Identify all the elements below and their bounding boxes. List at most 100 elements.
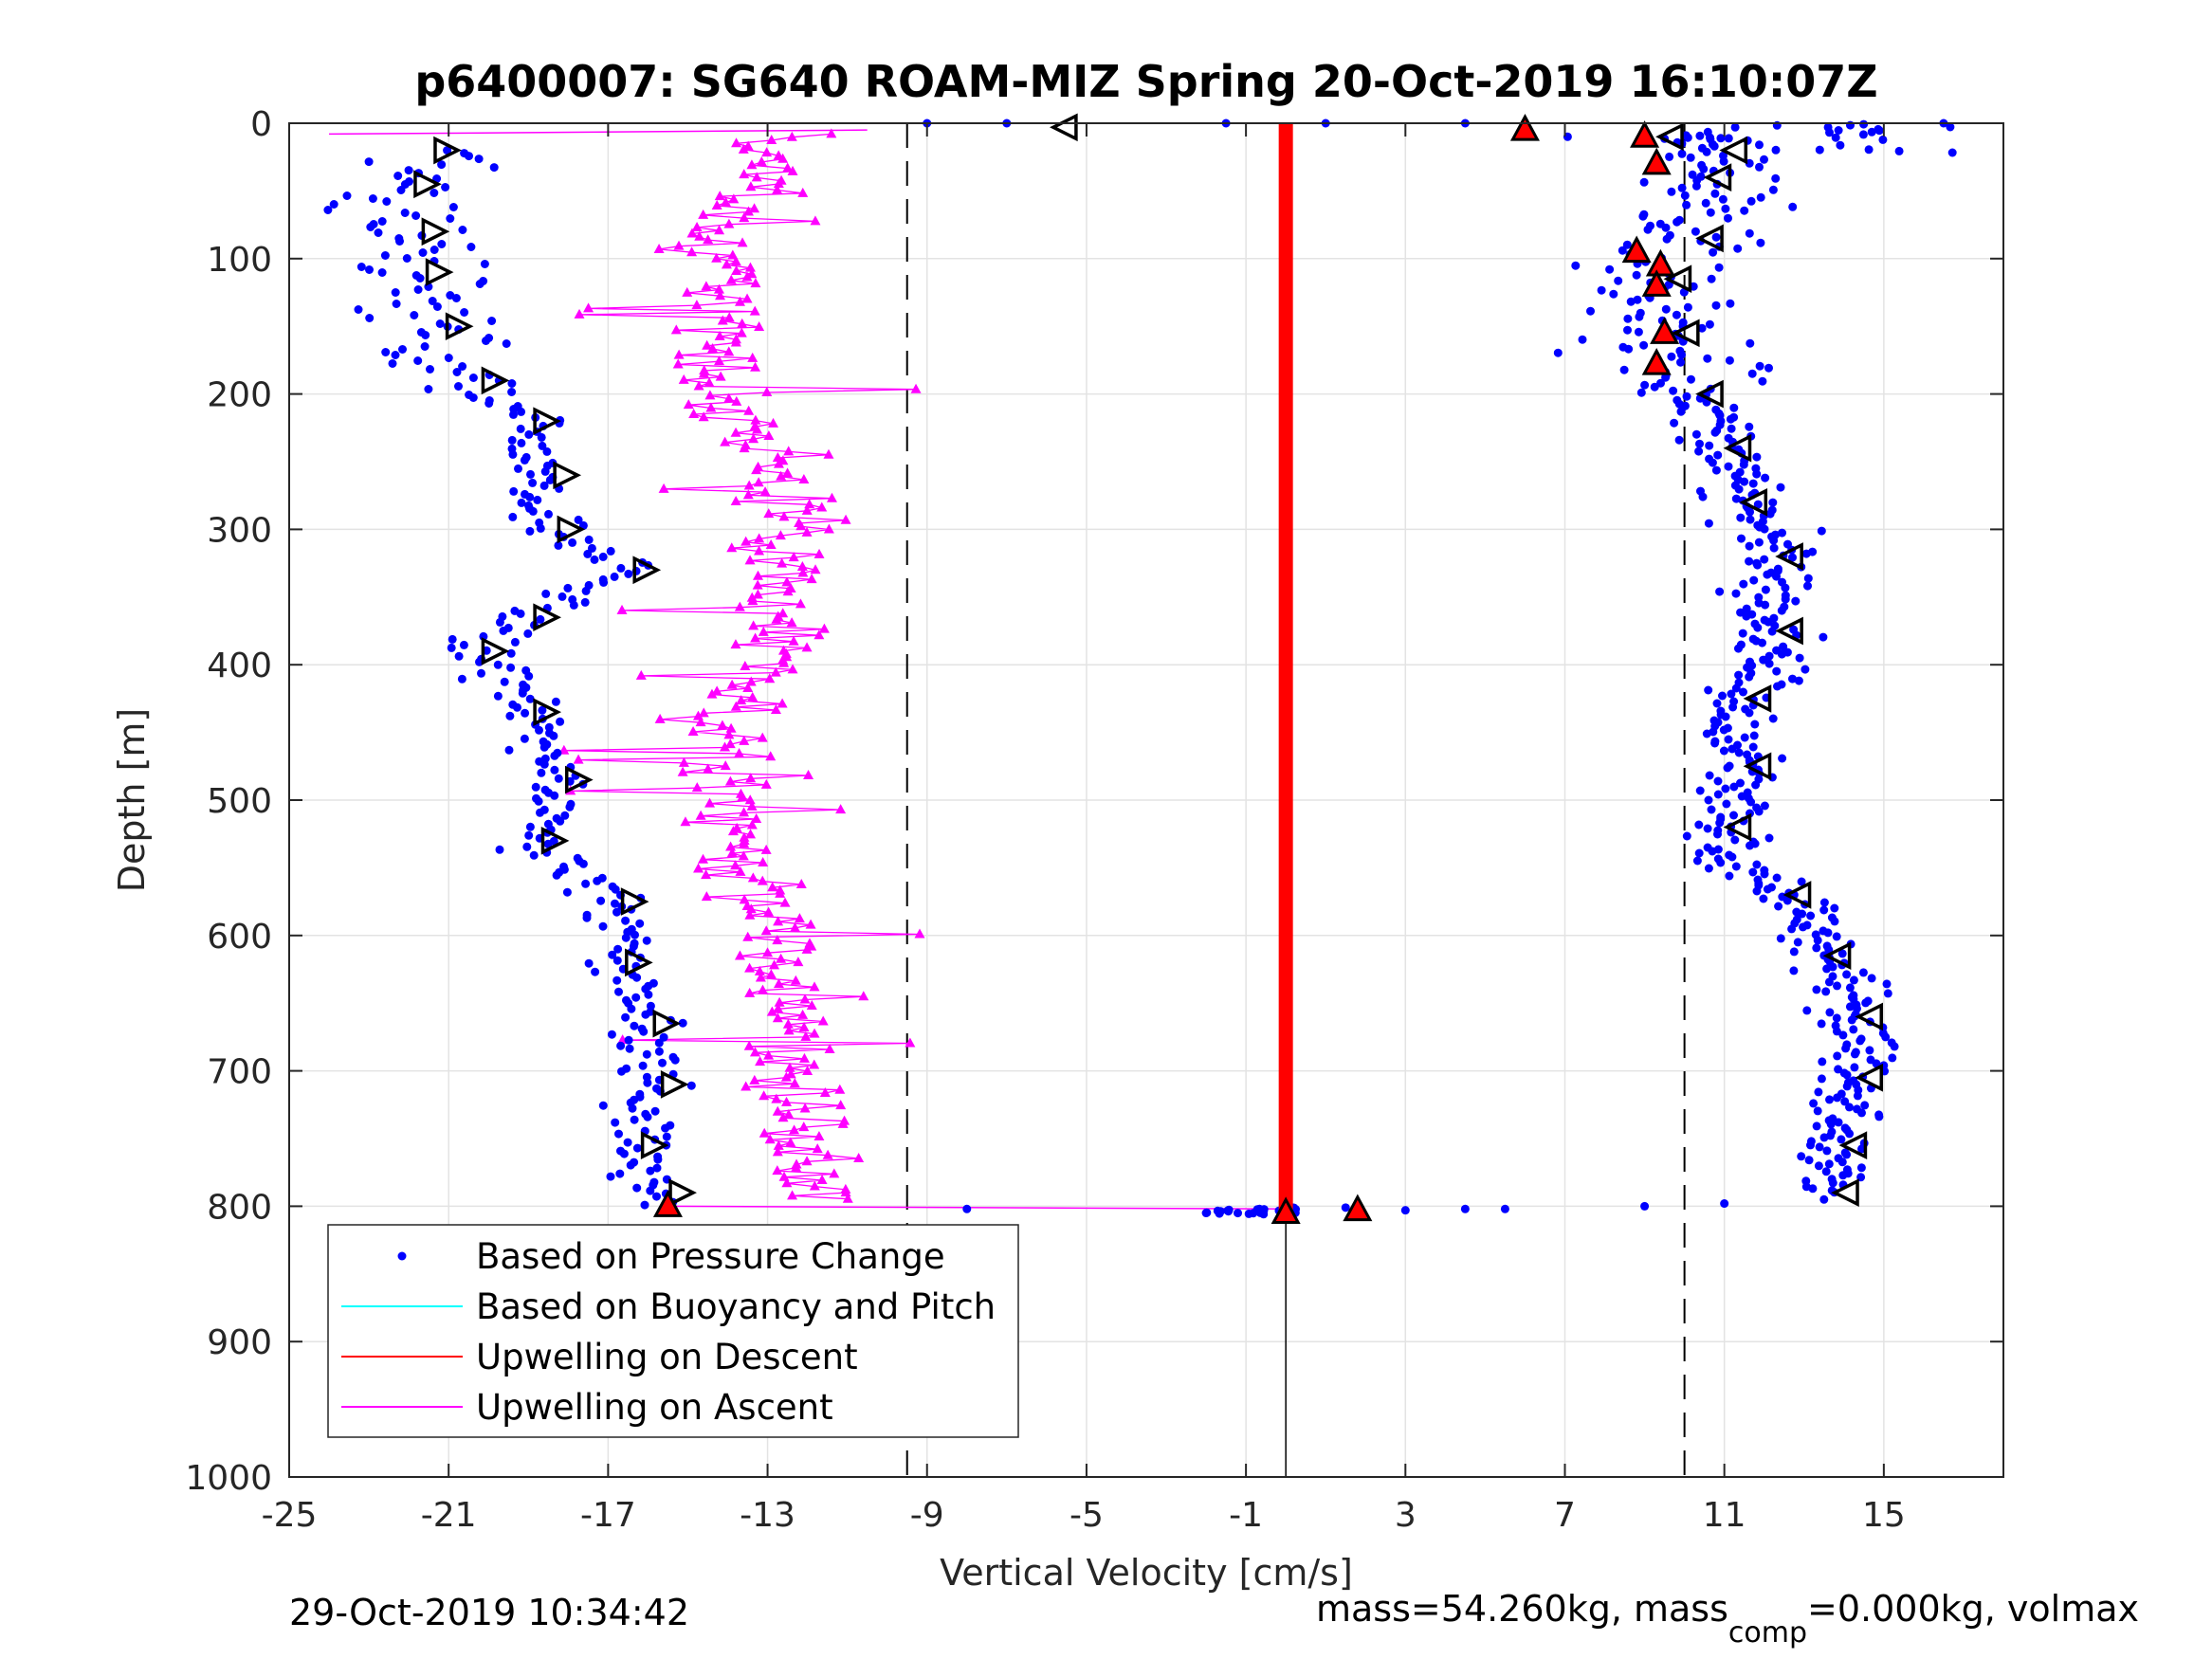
pressure-descent-point	[549, 731, 558, 740]
pressure-ascent-point	[1826, 1120, 1836, 1129]
ascent-point	[781, 1177, 793, 1188]
pressure-descent-point	[495, 617, 504, 627]
pressure-ascent-point	[1650, 382, 1659, 392]
pressure-descent-point	[448, 203, 458, 211]
pressure-descent-point	[562, 887, 572, 897]
pressure-descent-point	[626, 1160, 635, 1170]
pressure-ascent-point	[1773, 682, 1782, 691]
ascent-point	[775, 530, 786, 540]
pressure-ascent-point	[1768, 185, 1778, 194]
ascent-point	[763, 508, 775, 519]
y-tick-label: 400	[207, 647, 272, 685]
pressure-ascent-point	[1793, 938, 1802, 947]
pressure-ascent-point	[1713, 450, 1723, 460]
ascent-point	[785, 1137, 796, 1147]
pressure-descent-point	[678, 1018, 687, 1028]
surface-direction-marker	[1049, 113, 1078, 142]
pressure-ascent-point	[1787, 924, 1797, 934]
ascent-point	[772, 1012, 783, 1023]
ascent-point	[799, 1103, 811, 1113]
pressure-ascent-point	[1694, 848, 1704, 858]
pressure-descent-point	[468, 393, 478, 402]
pressure-ascent-point	[1739, 687, 1747, 697]
pressure-descent-point	[643, 1078, 652, 1087]
ascent-point	[771, 1093, 782, 1103]
pressure-descent-point	[686, 1081, 696, 1090]
ascent-point	[765, 969, 777, 979]
pressure-ascent-point	[1753, 623, 1763, 632]
pressure-descent-point	[505, 711, 515, 720]
pressure-ascent-point	[1772, 873, 1782, 883]
ascent-point	[767, 882, 778, 892]
ascent-direction-marker	[1695, 379, 1724, 409]
pressure-ascent-point	[1803, 581, 1812, 591]
descent-direction-marker	[564, 765, 594, 794]
pressure-ascent-point	[1845, 1002, 1855, 1012]
ascent-point	[840, 1187, 851, 1197]
pressure-descent-point	[529, 850, 539, 860]
pressure-descent-point	[608, 950, 617, 959]
pressure-ascent-point	[1845, 983, 1855, 993]
pressure-ascent-point	[1708, 847, 1717, 856]
ascent-point	[701, 891, 712, 902]
pressure-ascent-point	[1781, 583, 1790, 592]
pressure-descent-point	[517, 438, 526, 447]
pressure-descent-point	[554, 540, 563, 550]
ascent-point	[744, 555, 756, 565]
ascent-point	[775, 887, 786, 898]
x-tick-label: -25	[262, 1496, 318, 1535]
ascent-point	[744, 909, 756, 920]
pressure-ascent-point	[1867, 974, 1876, 983]
pressure-descent-point	[591, 967, 600, 976]
y-tick-label: 700	[207, 1053, 272, 1092]
pressure-descent-point	[610, 572, 619, 581]
pressure-ascent-point	[1701, 198, 1710, 208]
pressure-descent-point	[556, 816, 565, 826]
x-tick-label: 11	[1703, 1496, 1746, 1535]
pressure-ascent-point	[1676, 357, 1685, 367]
descent-direction-marker	[625, 948, 653, 977]
pressure-descent-point	[460, 308, 469, 317]
ascent-point	[789, 921, 800, 932]
pressure-descent-point	[583, 549, 593, 558]
pressure-ascent-point	[1714, 263, 1724, 272]
ascent-point	[754, 545, 765, 556]
descent-direction-marker	[652, 1009, 682, 1038]
pressure-descent-point	[441, 183, 450, 191]
pressure-descent-point	[535, 725, 543, 735]
ascent-point	[743, 480, 755, 490]
pressure-descent-point	[374, 228, 383, 237]
pressure-ascent-point	[1623, 314, 1633, 323]
pressure-ascent-point	[1752, 886, 1762, 896]
ascent-point	[759, 1127, 770, 1138]
ascent-point	[755, 972, 766, 982]
ascent-point	[749, 203, 760, 213]
pressure-descent-point	[540, 466, 550, 476]
ascent-point	[677, 766, 688, 776]
ascent-point	[770, 704, 781, 715]
pressure-ascent-point	[1691, 181, 1701, 191]
ascent-point	[779, 897, 791, 907]
ascent-point	[711, 252, 722, 263]
pressure-descent-point	[632, 1183, 642, 1193]
ascent-point	[748, 620, 759, 630]
pressure-descent-point	[435, 319, 445, 328]
pressure-ascent-point	[1702, 729, 1711, 738]
descent-direction-marker	[533, 603, 562, 632]
pressure-ascent-point	[1722, 799, 1731, 809]
footer-timestamp: 29-Oct-2019 10:34:42	[289, 1592, 689, 1633]
ascent-point	[778, 511, 790, 521]
pressure-descent-point	[616, 1041, 626, 1050]
pressure-ascent-point	[1746, 196, 1756, 206]
descent-direction-marker	[620, 887, 649, 916]
pressure-descent-point	[658, 1058, 667, 1067]
pressure-surface-point	[1878, 135, 1888, 144]
pressure-ascent-point	[1661, 223, 1671, 232]
pressure-descent-point	[468, 374, 478, 382]
ascent-point	[784, 1062, 795, 1072]
pressure-ascent-point	[1622, 240, 1632, 249]
ascent-point	[742, 931, 754, 941]
pressure-descent-point	[670, 1055, 680, 1065]
pressure-ascent-point	[1734, 484, 1744, 494]
pressure-ascent-point	[1704, 519, 1713, 528]
